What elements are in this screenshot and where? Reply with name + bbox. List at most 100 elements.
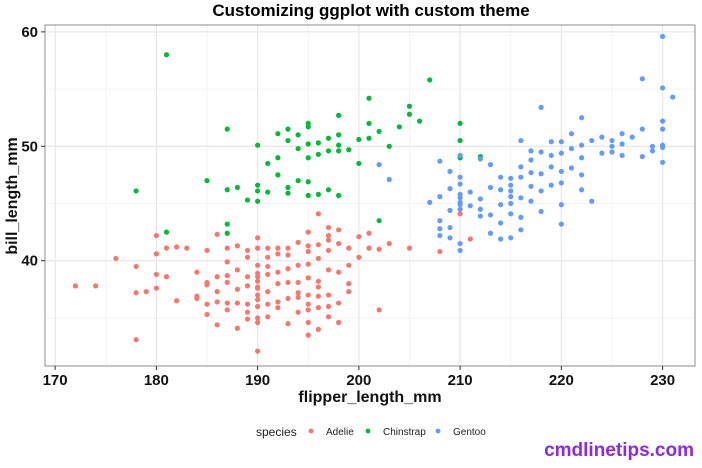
data-point bbox=[498, 174, 504, 180]
data-point bbox=[376, 307, 382, 313]
data-point bbox=[265, 160, 271, 167]
data-point bbox=[265, 271, 271, 278]
data-point bbox=[265, 289, 271, 295]
data-point bbox=[467, 189, 473, 195]
data-point bbox=[336, 132, 342, 138]
data-point bbox=[518, 214, 524, 220]
data-point bbox=[305, 192, 311, 199]
data-point bbox=[153, 285, 159, 291]
data-point bbox=[528, 170, 534, 176]
data-point bbox=[457, 120, 463, 127]
data-point bbox=[639, 153, 645, 160]
data-point bbox=[234, 184, 240, 191]
data-point bbox=[244, 309, 251, 315]
y-axis-title: bill_length_mm bbox=[4, 137, 21, 254]
data-point bbox=[619, 152, 625, 159]
data-point bbox=[457, 206, 463, 212]
data-point bbox=[579, 172, 585, 178]
data-point bbox=[255, 315, 261, 321]
data-point bbox=[295, 294, 301, 300]
data-point bbox=[366, 120, 372, 127]
data-point bbox=[528, 157, 534, 163]
data-point bbox=[508, 188, 514, 194]
data-point bbox=[285, 126, 291, 132]
data-point bbox=[437, 232, 443, 239]
data-point bbox=[336, 240, 342, 247]
data-point bbox=[275, 155, 281, 161]
data-point bbox=[437, 194, 443, 200]
data-point bbox=[528, 183, 534, 189]
data-point bbox=[457, 195, 463, 201]
data-point bbox=[224, 126, 230, 132]
data-point bbox=[234, 325, 240, 331]
data-point bbox=[255, 292, 261, 298]
data-point bbox=[457, 202, 463, 208]
data-point bbox=[457, 240, 463, 247]
data-point bbox=[558, 180, 564, 186]
data-point bbox=[366, 95, 372, 101]
legend-label: Chinstrap bbox=[383, 427, 426, 438]
data-point bbox=[204, 282, 210, 288]
data-point bbox=[518, 174, 524, 180]
data-point bbox=[528, 148, 534, 154]
data-point bbox=[163, 229, 170, 235]
data-point bbox=[275, 172, 281, 178]
data-point bbox=[72, 283, 78, 289]
x-axis-title: flipper_length_mm bbox=[298, 389, 441, 406]
data-point bbox=[548, 164, 554, 170]
data-point bbox=[498, 220, 504, 226]
data-point bbox=[447, 168, 453, 175]
watermark: cmdlinetips.com bbox=[544, 440, 694, 461]
data-point bbox=[305, 120, 311, 127]
data-point bbox=[244, 316, 251, 322]
data-point bbox=[518, 137, 524, 144]
data-point bbox=[275, 281, 281, 287]
data-point bbox=[437, 218, 443, 224]
data-point bbox=[376, 246, 382, 252]
data-point bbox=[315, 211, 321, 217]
data-point bbox=[467, 236, 473, 242]
data-point bbox=[558, 150, 564, 156]
data-point bbox=[224, 273, 230, 279]
data-point bbox=[305, 292, 311, 298]
legend-item-gentoo: Gentoo bbox=[435, 427, 486, 438]
data-point bbox=[406, 103, 413, 109]
data-point bbox=[386, 176, 392, 183]
data-point bbox=[265, 245, 271, 251]
x-tick-label: 170 bbox=[43, 372, 68, 389]
legend-label: Gentoo bbox=[453, 427, 486, 438]
data-point bbox=[305, 248, 311, 255]
x-tick-label: 210 bbox=[448, 372, 473, 389]
data-point bbox=[133, 337, 139, 343]
data-point bbox=[163, 274, 170, 280]
data-point bbox=[477, 196, 483, 202]
data-point bbox=[457, 137, 463, 144]
data-point bbox=[558, 221, 564, 227]
data-point bbox=[619, 131, 625, 137]
chart-title: Customizing ggplot with custom theme bbox=[212, 1, 529, 20]
data-point bbox=[599, 150, 605, 156]
data-point bbox=[336, 192, 342, 199]
data-point bbox=[255, 303, 261, 310]
data-point bbox=[336, 269, 342, 275]
data-point bbox=[315, 278, 321, 284]
data-point bbox=[589, 137, 595, 144]
data-point bbox=[336, 300, 342, 306]
data-point bbox=[487, 230, 494, 236]
data-points bbox=[72, 33, 676, 354]
data-point bbox=[386, 143, 392, 149]
data-point bbox=[568, 145, 575, 152]
data-point bbox=[437, 226, 443, 232]
data-point bbox=[609, 143, 615, 149]
y-tick-label: 60 bbox=[21, 24, 38, 41]
data-point bbox=[315, 305, 321, 311]
data-point bbox=[487, 162, 494, 168]
data-point bbox=[660, 144, 666, 151]
data-point bbox=[143, 289, 149, 295]
data-point bbox=[204, 247, 210, 254]
data-point bbox=[315, 255, 321, 262]
data-point bbox=[285, 252, 291, 258]
data-point bbox=[224, 221, 230, 227]
data-point bbox=[204, 301, 210, 307]
data-point bbox=[315, 284, 321, 290]
